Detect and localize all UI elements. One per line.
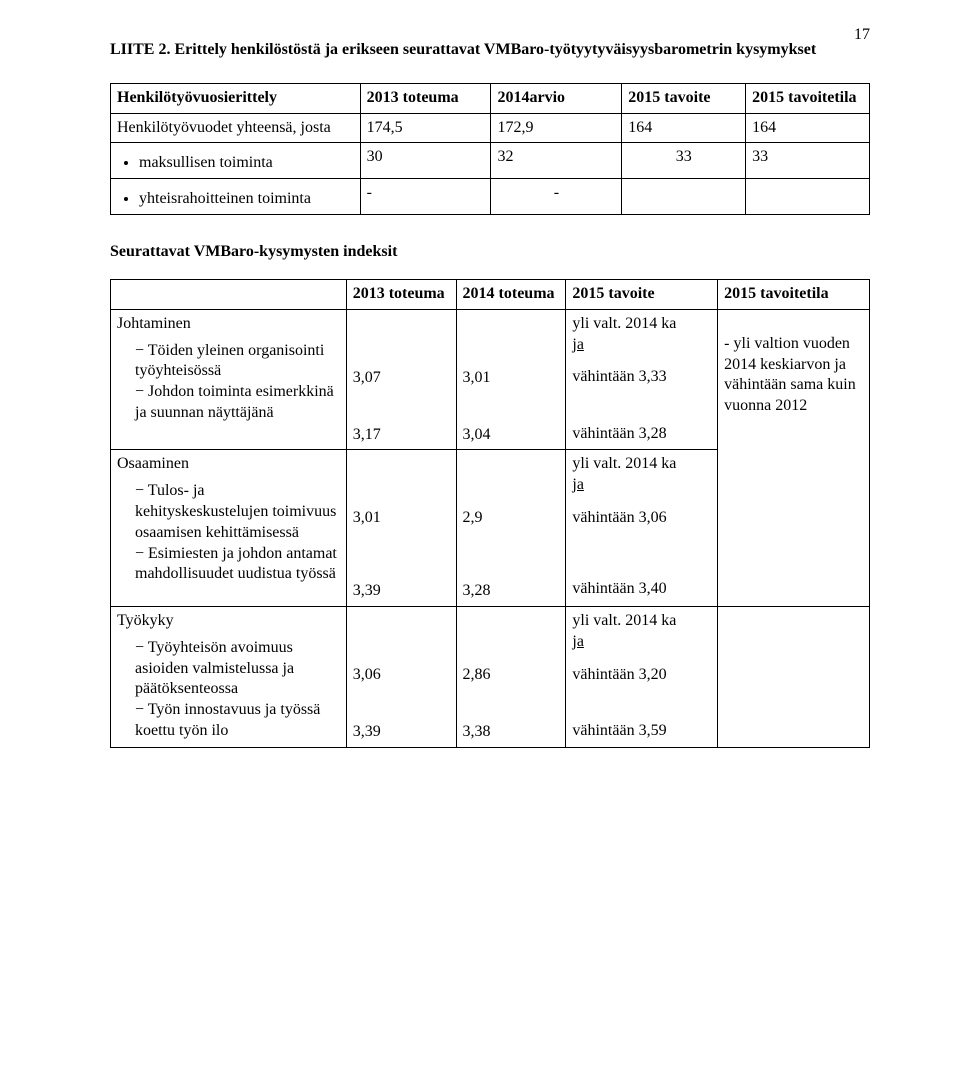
col-header: 2015 tavoitetila	[718, 279, 870, 309]
item-label: Työn innostavuus ja työssä koettu työn i…	[135, 700, 340, 742]
value: 3,01	[463, 368, 560, 389]
cell: -	[360, 179, 491, 215]
item-label: Töiden yleinen organisointi työyhteisöss…	[135, 341, 340, 383]
value: vähintään 3,59	[572, 721, 711, 742]
cell: 3,01 3,04	[456, 309, 566, 450]
cell	[622, 179, 746, 215]
col-header: 2015 tavoite	[566, 279, 718, 309]
cell: 32	[491, 143, 622, 179]
target-head2: ja	[572, 335, 711, 356]
value: 3,04	[463, 425, 560, 446]
table-row: yhteisrahoitteinen toiminta - -	[111, 179, 870, 215]
table-header-row: 2013 toteuma 2014 toteuma 2015 tavoite 2…	[111, 279, 870, 309]
bullet-label: yhteisrahoitteinen toiminta	[139, 189, 354, 210]
col-header: 2014arvio	[491, 83, 622, 113]
cell: yli valt. 2014 ka ja vähintään 3,20 vähi…	[566, 606, 718, 747]
col-header: 2013 toteuma	[346, 279, 456, 309]
item-label: Johdon toiminta esimerkkinä ja suunnan n…	[135, 382, 340, 424]
col-header: 2014 toteuma	[456, 279, 566, 309]
vmbaro-index-table: 2013 toteuma 2014 toteuma 2015 tavoite 2…	[110, 279, 870, 748]
value: vähintään 3,06	[572, 508, 711, 529]
cell: 2,9 3,28	[456, 450, 566, 607]
target-head2: ja	[572, 475, 711, 496]
group-name: Johtaminen	[117, 314, 340, 335]
cell: 2,86 3,38	[456, 606, 566, 747]
target-description: - yli valtion vuoden 2014 keskiarvon ja …	[724, 334, 863, 417]
page: 17 LIITE 2. Erittely henkilöstöstä ja er…	[0, 0, 960, 1086]
value: 2,86	[463, 665, 560, 686]
cell	[718, 606, 870, 747]
cell: 3,07 3,17	[346, 309, 456, 450]
section-title: Seurattavat VMBaro-kysymysten indeksit	[110, 243, 870, 261]
page-number: 17	[854, 26, 870, 44]
target-description-cell: - yli valtion vuoden 2014 keskiarvon ja …	[718, 309, 870, 606]
value: vähintään 3,40	[572, 579, 711, 600]
cell	[746, 179, 870, 215]
row-label: Henkilötyövuodet yhteensä, josta	[111, 113, 361, 143]
group-cell: Osaaminen Tulos- ja kehityskeskustelujen…	[111, 450, 347, 607]
cell: yli valt. 2014 ka ja vähintään 3,06 vähi…	[566, 450, 718, 607]
bullet-label: maksullisen toiminta	[139, 153, 354, 174]
col-header: 2015 tavoite	[622, 83, 746, 113]
value: 3,01	[353, 508, 450, 529]
value: vähintään 3,28	[572, 424, 711, 445]
target-head2: ja	[572, 632, 711, 653]
col-header	[111, 279, 347, 309]
table-row: Johtaminen Töiden yleinen organisointi t…	[111, 309, 870, 450]
value: vähintään 3,33	[572, 367, 711, 388]
cell: 30	[360, 143, 491, 179]
value: 3,39	[353, 581, 450, 602]
value: 3,17	[353, 425, 450, 446]
group-cell: Työkyky Työyhteisön avoimuus asioiden va…	[111, 606, 347, 747]
value: 3,06	[353, 665, 450, 686]
group-name: Työkyky	[117, 611, 340, 632]
value: 3,07	[353, 368, 450, 389]
cell: -	[491, 179, 622, 215]
page-title: LIITE 2. Erittely henkilöstöstä ja eriks…	[110, 40, 870, 61]
col-header: 2013 toteuma	[360, 83, 491, 113]
table-row: Työkyky Työyhteisön avoimuus asioiden va…	[111, 606, 870, 747]
item-label: Esimiesten ja johdon antamat mahdollisuu…	[135, 544, 340, 586]
col-header: Henkilötyövuosierittely	[111, 83, 361, 113]
cell: 3,01 3,39	[346, 450, 456, 607]
table-row: Henkilötyövuodet yhteensä, josta 174,5 1…	[111, 113, 870, 143]
value: 3,39	[353, 722, 450, 743]
personnel-breakdown-table: Henkilötyövuosierittely 2013 toteuma 201…	[110, 83, 870, 215]
item-label: Tulos- ja kehityskeskustelujen toimivuus…	[135, 481, 340, 543]
cell: 164	[622, 113, 746, 143]
value: 2,9	[463, 508, 560, 529]
row-label: yhteisrahoitteinen toiminta	[111, 179, 361, 215]
target-head: yli valt. 2014 ka	[572, 454, 711, 475]
group-cell: Johtaminen Töiden yleinen organisointi t…	[111, 309, 347, 450]
table-header-row: Henkilötyövuosierittely 2013 toteuma 201…	[111, 83, 870, 113]
group-name: Osaaminen	[117, 454, 340, 475]
cell: 172,9	[491, 113, 622, 143]
cell: 33	[746, 143, 870, 179]
cell: yli valt. 2014 ka ja vähintään 3,33 vähi…	[566, 309, 718, 450]
value: 3,28	[463, 581, 560, 602]
table-row: maksullisen toiminta 30 32 33 33	[111, 143, 870, 179]
value: 3,38	[463, 722, 560, 743]
value: vähintään 3,20	[572, 665, 711, 686]
target-head: yli valt. 2014 ka	[572, 611, 711, 632]
target-head: yli valt. 2014 ka	[572, 314, 711, 335]
row-label: maksullisen toiminta	[111, 143, 361, 179]
cell: 164	[746, 113, 870, 143]
col-header: 2015 tavoitetila	[746, 83, 870, 113]
cell: 3,06 3,39	[346, 606, 456, 747]
cell: 174,5	[360, 113, 491, 143]
item-label: Työyhteisön avoimuus asioiden valmistelu…	[135, 638, 340, 700]
cell: 33	[622, 143, 746, 179]
